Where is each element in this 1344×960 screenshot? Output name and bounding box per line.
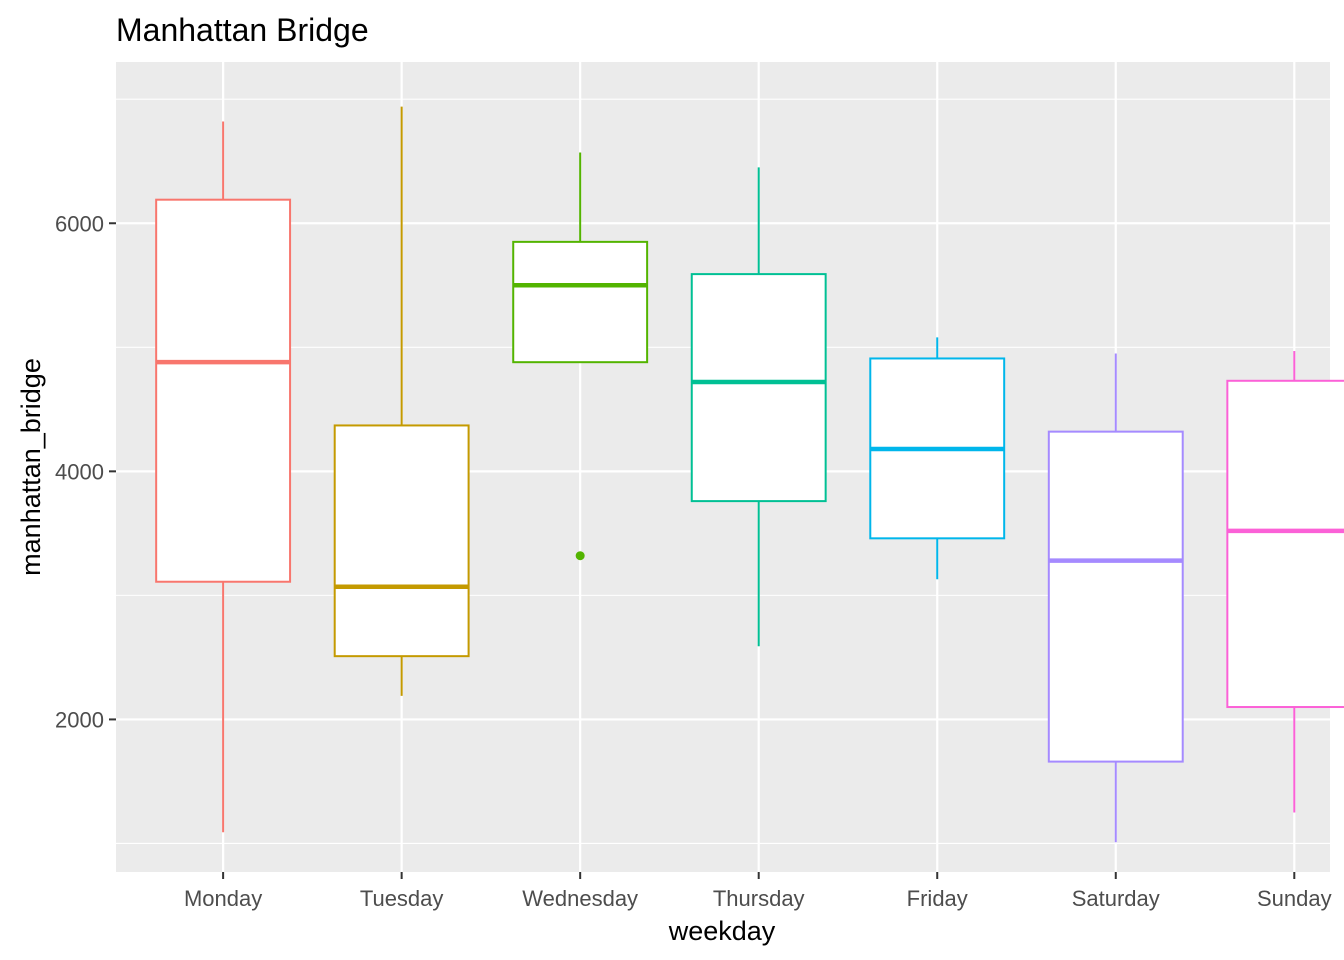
x-axis: Monday Tuesday Wednesday Thursday Friday Satu… bbox=[184, 872, 1332, 911]
box-wednesday bbox=[512, 152, 649, 561]
box-monday bbox=[155, 121, 292, 833]
box-iqr bbox=[1226, 379, 1344, 709]
x-tick-label: Sunday bbox=[1257, 886, 1332, 911]
y-axis-title: manhattan_bridge bbox=[16, 358, 46, 576]
box-iqr bbox=[1047, 430, 1184, 763]
boxes-layer bbox=[155, 106, 1344, 843]
box-saturday bbox=[1047, 353, 1184, 843]
box-sunday bbox=[1226, 351, 1344, 813]
x-axis-title: weekday bbox=[668, 916, 776, 946]
y-tick-label: 6000 bbox=[55, 211, 104, 236]
x-tick-label: Thursday bbox=[713, 886, 805, 911]
chart-title: Manhattan Bridge bbox=[116, 12, 369, 48]
box-friday bbox=[869, 337, 1006, 580]
outlier-point bbox=[575, 551, 585, 561]
x-tick-label: Friday bbox=[907, 886, 968, 911]
x-tick-label: Wednesday bbox=[522, 886, 638, 911]
box-iqr bbox=[333, 424, 470, 658]
y-tick-label: 2000 bbox=[55, 707, 104, 732]
y-tick-label: 4000 bbox=[55, 459, 104, 484]
x-tick-label: Saturday bbox=[1072, 886, 1160, 911]
box-iqr bbox=[690, 273, 827, 503]
y-axis: 2000 4000 6000 bbox=[55, 211, 116, 732]
x-tick-label: Monday bbox=[184, 886, 262, 911]
x-tick-label: Tuesday bbox=[360, 886, 444, 911]
box-thursday bbox=[690, 167, 827, 647]
box-tuesday bbox=[333, 106, 470, 696]
box-iqr bbox=[512, 240, 649, 364]
box-iqr bbox=[155, 198, 292, 583]
